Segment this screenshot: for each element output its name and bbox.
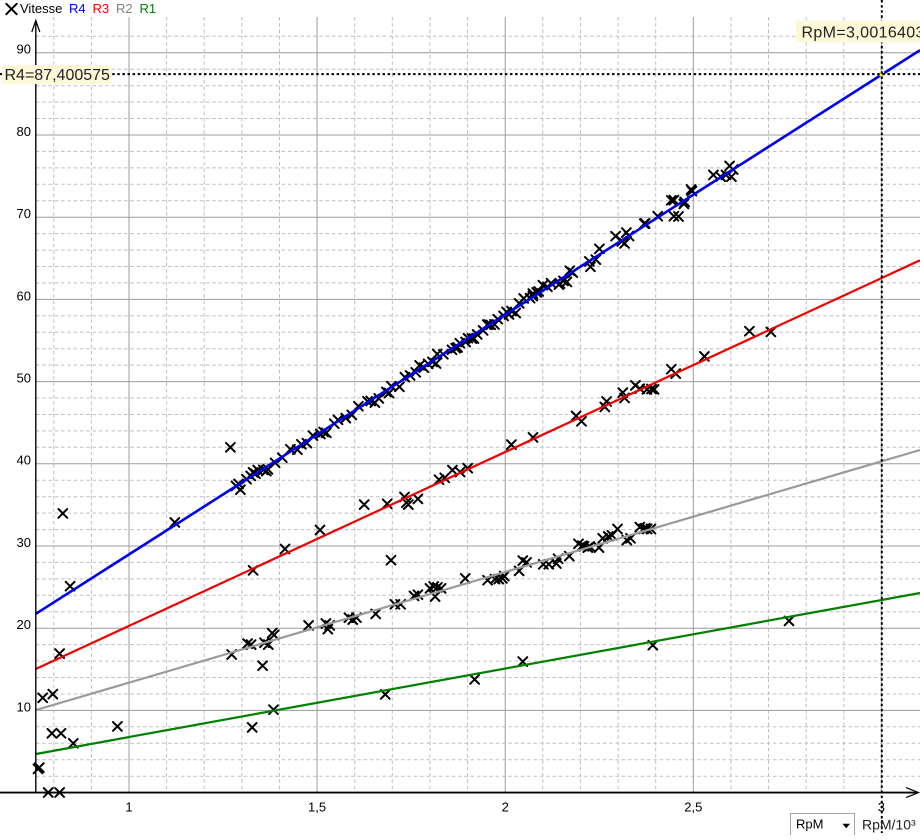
svg-text:R4: R4 [69,1,86,16]
svg-text:2,5: 2,5 [684,800,702,815]
svg-text:R4=87,400575: R4=87,400575 [5,67,111,84]
svg-text:60: 60 [17,288,31,303]
svg-text:Vitesse: Vitesse [20,1,62,16]
svg-text:1,5: 1,5 [308,800,326,815]
svg-text:30: 30 [17,535,31,550]
svg-text:40: 40 [17,453,31,468]
svg-text:90: 90 [17,42,31,57]
svg-text:R1: R1 [140,1,157,16]
svg-text:3: 3 [878,800,885,815]
svg-text:50: 50 [17,371,31,386]
svg-text:RpM/10³: RpM/10³ [862,817,916,833]
svg-text:70: 70 [17,206,31,221]
svg-text:1: 1 [125,800,132,815]
svg-text:RpM: RpM [796,817,823,832]
svg-text:R2: R2 [116,1,133,16]
svg-text:10: 10 [17,699,31,714]
svg-text:RpM=3,0016403: RpM=3,0016403 [802,25,920,42]
svg-text:R3: R3 [93,1,110,16]
svg-text:80: 80 [17,124,31,139]
svg-text:2: 2 [502,800,509,815]
svg-text:20: 20 [17,617,31,632]
